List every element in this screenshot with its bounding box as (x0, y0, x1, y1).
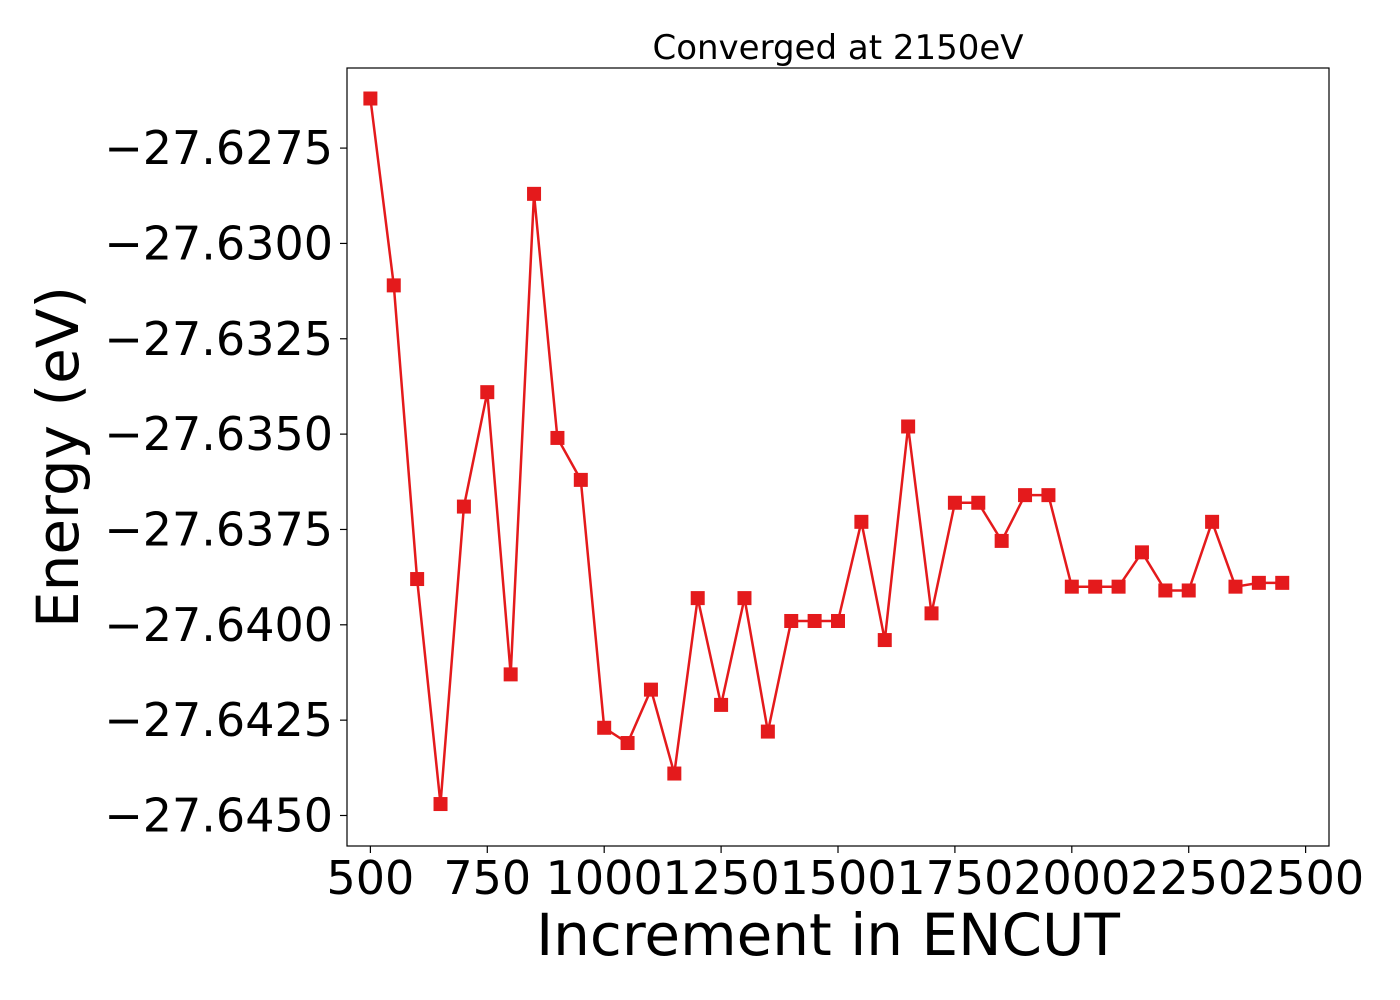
data-point (1251, 575, 1266, 590)
chart-title: Converged at 2150eV (652, 28, 1023, 68)
data-point (480, 385, 495, 400)
data-point (1064, 579, 1079, 594)
data-point (1134, 545, 1149, 560)
data-point (1205, 514, 1220, 529)
data-point (947, 495, 962, 510)
data-point (667, 766, 682, 781)
y-tick-label: −27.6275 (104, 121, 333, 175)
x-axis-ticks: 500 750 1000 1250 1500 1750 2000 2250 2500 (326, 846, 1364, 905)
y-tick-label: −27.6400 (104, 598, 333, 652)
data-point (1041, 488, 1056, 503)
data-point (690, 591, 705, 606)
data-point (924, 606, 939, 621)
data-point (573, 472, 588, 487)
data-point (784, 613, 799, 628)
x-axis-title: Increment in ENCUT (536, 901, 1120, 969)
data-point (363, 91, 378, 106)
data-point (877, 633, 892, 648)
x-tick-label: 2500 (1247, 851, 1364, 905)
data-point (410, 572, 425, 587)
data-point (386, 278, 401, 293)
x-tick-label: 1750 (896, 851, 1013, 905)
data-point (597, 720, 612, 735)
data-point (503, 667, 518, 682)
data-point (1275, 575, 1290, 590)
data-point (831, 613, 845, 628)
data-point (714, 697, 729, 712)
y-tick-label: −27.6325 (104, 312, 333, 366)
y-tick-label: −27.6450 (104, 788, 333, 842)
data-point (737, 591, 752, 606)
data-point (527, 186, 542, 201)
data-point (433, 797, 448, 812)
data-point (1088, 579, 1103, 594)
data-point (1181, 583, 1196, 598)
plot-frame (346, 67, 1330, 847)
y-tick-label: −27.6425 (104, 693, 333, 747)
data-point (760, 724, 775, 739)
x-tick-label: 2000 (1013, 851, 1130, 905)
data-point (807, 613, 822, 628)
y-axis-title: Energy (eV) (24, 286, 92, 628)
x-tick-label: 2250 (1130, 851, 1247, 905)
data-point (854, 514, 869, 529)
x-tick-label: 500 (326, 851, 414, 905)
y-tick-label: −27.6350 (104, 407, 333, 461)
data-point (643, 682, 658, 697)
y-axis-ticks: −27.6275 −27.6300 −27.6325 −27.6350 −27.6375… (104, 121, 347, 842)
x-tick-label: 1500 (779, 851, 896, 905)
plot-area (363, 91, 1290, 812)
x-tick-label: 1000 (546, 851, 663, 905)
data-point (1158, 583, 1173, 598)
data-point (1018, 488, 1033, 503)
data-point (1228, 579, 1243, 594)
data-point (994, 533, 1009, 548)
data-point (971, 495, 986, 510)
data-point (456, 499, 471, 514)
data-point (1111, 579, 1126, 594)
data-point (901, 419, 916, 434)
data-point (620, 736, 635, 751)
x-tick-label: 750 (443, 851, 531, 905)
y-tick-label: −27.6300 (104, 216, 333, 270)
y-tick-label: −27.6375 (104, 502, 333, 556)
series-line (369, 98, 1283, 806)
data-point (550, 430, 565, 445)
x-tick-label: 1250 (663, 851, 780, 905)
